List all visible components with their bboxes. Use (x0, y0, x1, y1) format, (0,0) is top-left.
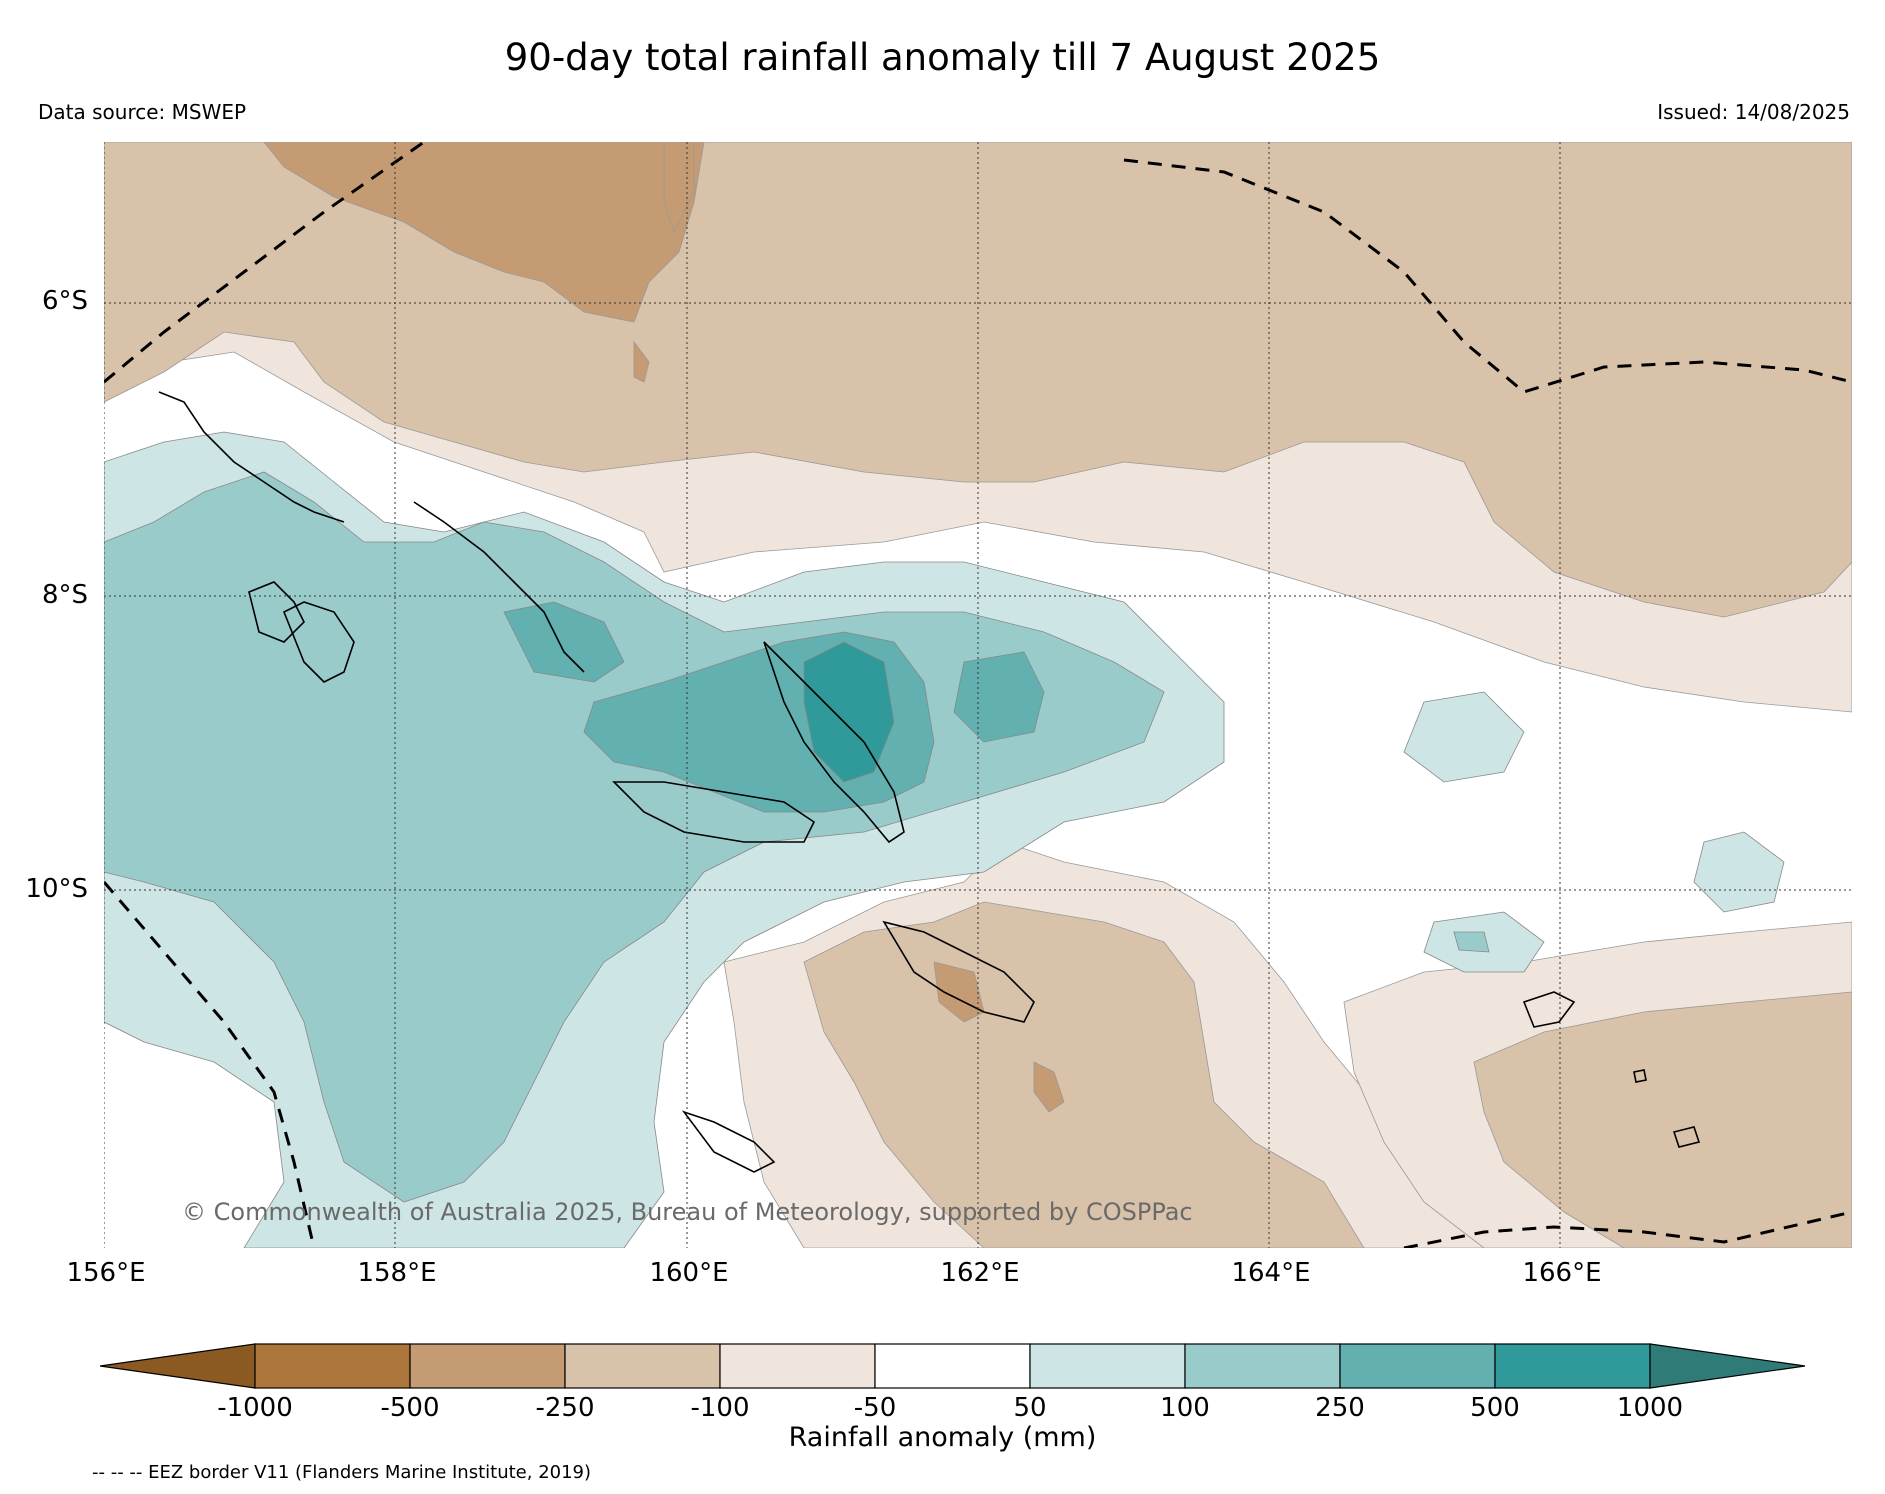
eez-border-lines (104, 142, 1852, 1248)
colorbar-title: Rainfall anomaly (mm) (788, 1422, 1097, 1453)
rainfall-anomaly-map (104, 142, 1852, 1248)
issued-date-label: Issued: 14/08/2025 (1657, 100, 1850, 124)
colorbar-segment (1184, 1343, 1341, 1389)
colorbar-extend-low (100, 1343, 256, 1389)
lon-label-162e: 162°E (940, 1258, 1020, 1288)
colorbar-segment (564, 1343, 721, 1389)
lon-label-158e: 158°E (357, 1258, 437, 1288)
colorbar-extend-high (1649, 1343, 1806, 1389)
colorbar-segment (1494, 1343, 1651, 1389)
colorbar-segment (409, 1343, 566, 1389)
wet-anomaly-region (104, 431, 1785, 1248)
colorbar-tick-label: -250 (535, 1393, 595, 1423)
map-title: 90-day total rainfall anomaly till 7 Aug… (504, 36, 1381, 79)
graticule-gridlines (104, 142, 1852, 1248)
lon-label-156e: 156°E (66, 1258, 146, 1288)
lat-label-10s: 10°S (25, 874, 88, 904)
coastline-outlines (158, 391, 1701, 1173)
eez-legend-note: -- -- -- EEZ border V11 (Flanders Marine… (92, 1462, 592, 1483)
colorbar-segment (874, 1343, 1031, 1389)
lon-label-166e: 166°E (1522, 1258, 1602, 1288)
colorbar-tick-label: -100 (690, 1393, 750, 1423)
colorbar-tick-label: 50 (1013, 1393, 1047, 1423)
lat-label-8s: 8°S (41, 580, 88, 610)
colorbar-segment (254, 1343, 411, 1389)
colorbar-tick-label: 500 (1470, 1393, 1520, 1423)
lat-label-6s: 6°S (41, 286, 88, 316)
colorbar-segment (1339, 1343, 1496, 1389)
colorbar-tick-label: 1000 (1616, 1393, 1684, 1423)
colorbar-tick-label: -500 (380, 1393, 440, 1423)
data-source-label: Data source: MSWEP (38, 100, 247, 124)
colorbar-segment (719, 1343, 876, 1389)
lon-label-160e: 160°E (649, 1258, 729, 1288)
colorbar-tick-label: 250 (1315, 1393, 1365, 1423)
colorbar-tick-label: -1000 (217, 1393, 293, 1423)
colorbar-segment (1029, 1343, 1186, 1389)
lon-label-164e: 164°E (1231, 1258, 1311, 1288)
copyright-notice: © Commonwealth of Australia 2025, Bureau… (182, 1198, 1193, 1226)
colorbar-tick-label: 100 (1160, 1393, 1210, 1423)
colorbar-tick-label: -50 (853, 1393, 897, 1423)
colorbar (100, 1343, 1806, 1389)
